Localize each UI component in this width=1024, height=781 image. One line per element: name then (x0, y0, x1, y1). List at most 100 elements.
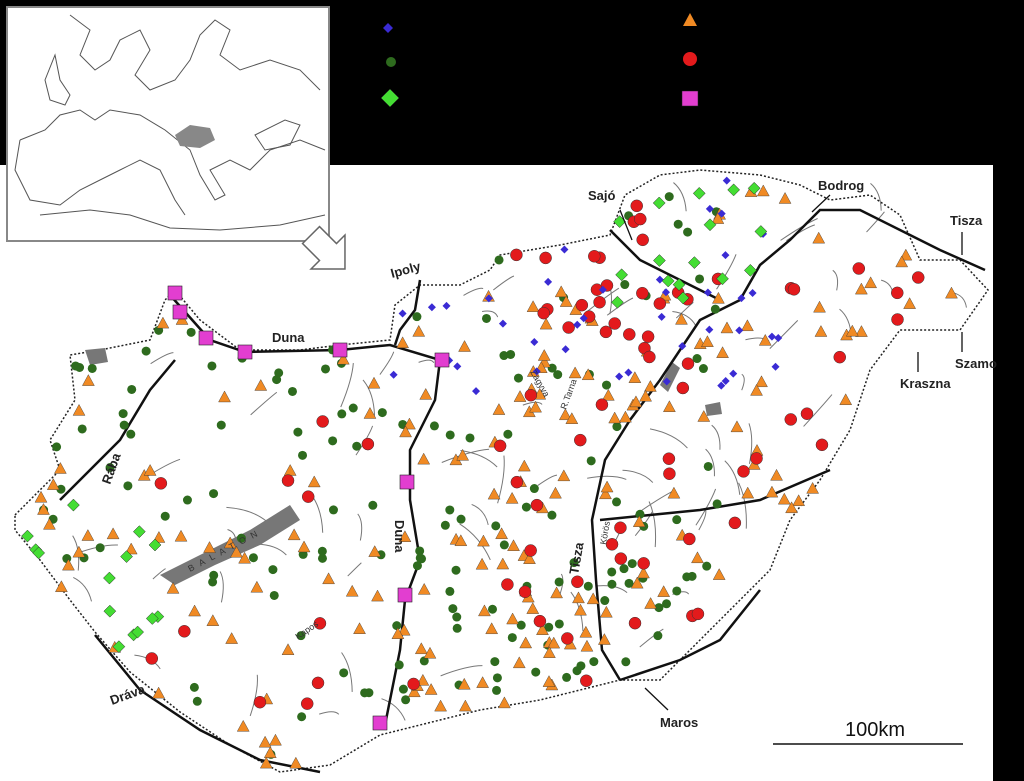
site-marker (178, 625, 191, 638)
site-marker (639, 389, 652, 402)
site-marker (695, 274, 705, 284)
site-marker (368, 500, 378, 510)
tributary (226, 506, 267, 522)
site-marker (452, 612, 462, 622)
site-marker (419, 656, 429, 666)
site-marker (778, 192, 792, 204)
site-marker (206, 614, 220, 626)
site-marker (476, 676, 489, 688)
site-marker (628, 616, 642, 630)
site-marker (487, 487, 501, 500)
site-marker (672, 278, 686, 292)
site-marker (281, 643, 295, 655)
site-marker (269, 590, 279, 600)
river-label: Tisza (950, 213, 983, 228)
site-marker (614, 552, 628, 565)
site-marker (192, 696, 202, 706)
site-marker (663, 400, 676, 412)
tributary (227, 529, 237, 546)
river-label: Sajó (588, 188, 616, 203)
site-marker (398, 530, 412, 542)
site-marker (269, 733, 282, 746)
site-marker (223, 536, 237, 549)
site-marker (72, 545, 86, 558)
site-marker (207, 361, 217, 371)
site-marker (152, 686, 165, 699)
site-marker (313, 617, 327, 630)
site-marker (503, 429, 513, 439)
site-marker (298, 450, 308, 460)
site-marker (481, 313, 491, 323)
site-marker (605, 538, 619, 551)
site-marker (661, 288, 670, 297)
tributary (463, 287, 484, 296)
site-marker (521, 502, 531, 512)
island (44, 53, 71, 106)
tributary (673, 182, 687, 212)
site-marker (654, 603, 664, 613)
site-marker (424, 683, 438, 695)
site-marker (683, 532, 696, 546)
site-marker (392, 621, 402, 631)
site-marker (43, 517, 56, 530)
sea (254, 119, 301, 151)
site-marker (510, 475, 524, 489)
site-marker (458, 340, 471, 352)
tributary (256, 543, 287, 556)
site-marker (784, 413, 798, 426)
site-marker (574, 433, 587, 447)
site-marker (539, 317, 553, 330)
site-marker (399, 425, 412, 438)
site-marker (537, 306, 550, 320)
tributary (482, 310, 499, 318)
site-marker (198, 330, 214, 346)
site-marker (554, 285, 568, 298)
site-marker (615, 372, 624, 381)
site-marker (615, 268, 628, 282)
site-marker (348, 403, 358, 413)
site-marker (317, 546, 327, 556)
legend-symbol (683, 52, 697, 66)
site-marker (532, 367, 541, 376)
site-marker (774, 333, 783, 342)
site-marker (588, 250, 601, 263)
site-marker (145, 612, 159, 625)
site-marker (737, 465, 750, 478)
site-marker (407, 677, 420, 691)
site-marker (598, 633, 611, 645)
site-marker (744, 264, 757, 277)
site-marker (712, 291, 725, 304)
site-marker (720, 321, 734, 334)
site-marker (501, 578, 514, 591)
tributary (741, 373, 745, 391)
site-marker (307, 475, 321, 488)
tributary (537, 474, 558, 486)
site-marker (416, 673, 430, 686)
coast (69, 14, 321, 91)
site-marker (401, 695, 411, 705)
site-marker (544, 622, 554, 632)
tributary (440, 665, 483, 677)
site-marker (156, 316, 170, 329)
tributary (150, 352, 174, 365)
site-marker (498, 696, 511, 709)
tributary (250, 391, 278, 416)
site-marker (562, 672, 572, 682)
site-marker (676, 291, 690, 305)
site-marker (148, 538, 162, 552)
site-marker (705, 325, 714, 334)
site-marker (506, 612, 519, 625)
site-marker (494, 255, 504, 265)
site-marker (403, 417, 416, 430)
site-marker (815, 438, 829, 452)
site-marker (490, 657, 500, 667)
site-marker (82, 374, 95, 386)
site-marker (643, 350, 656, 364)
site-marker (593, 295, 606, 309)
site-marker (667, 486, 681, 499)
site-marker (106, 527, 120, 540)
site-marker (475, 557, 489, 570)
site-marker (581, 368, 595, 380)
tributary (711, 424, 721, 450)
site-marker (600, 605, 613, 618)
